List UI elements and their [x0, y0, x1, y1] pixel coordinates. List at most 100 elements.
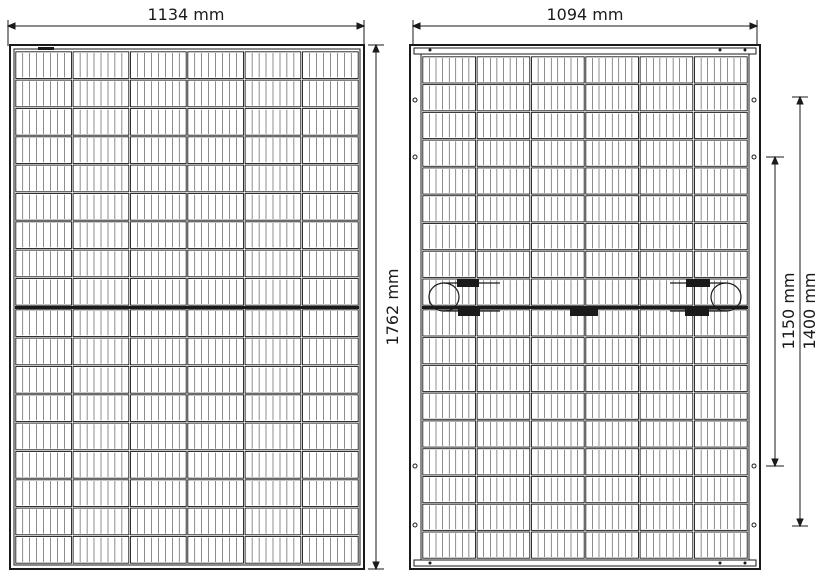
pv-cell — [639, 56, 694, 84]
pv-cell — [15, 136, 72, 164]
pv-cell — [422, 250, 476, 278]
pv-cell — [130, 309, 187, 337]
pv-cell — [476, 420, 531, 448]
pv-cell — [130, 278, 187, 306]
pv-cell — [531, 250, 585, 278]
front-height-label: 1762 mm — [383, 269, 402, 346]
pv-cell — [130, 136, 187, 164]
left-connector-bottom — [458, 308, 480, 316]
pv-cell — [15, 394, 72, 422]
pv-cell — [244, 337, 302, 366]
pv-cell — [476, 56, 531, 84]
pv-cell — [585, 392, 639, 420]
pv-cell — [694, 531, 748, 559]
pv-cell — [72, 278, 130, 306]
pv-cell — [585, 503, 639, 531]
pv-cell — [302, 479, 359, 507]
rear-outer-hole-dimension — [792, 95, 808, 528]
pv-cell — [72, 193, 130, 221]
pv-cell — [244, 278, 302, 306]
rear-width-dimension — [411, 20, 759, 46]
left-connector-top — [457, 279, 479, 287]
pv-cell — [694, 56, 748, 84]
pv-cell — [585, 139, 639, 167]
pv-cell — [72, 366, 130, 394]
pv-cell — [531, 309, 585, 337]
pv-cell — [72, 164, 130, 193]
pv-cell — [187, 366, 244, 394]
pv-cell — [531, 420, 585, 448]
pv-cell — [302, 309, 359, 337]
pv-cell — [694, 111, 748, 140]
pv-cell — [476, 531, 531, 559]
pv-cell — [422, 139, 476, 167]
pv-cell — [422, 476, 476, 504]
pv-cell — [476, 448, 531, 476]
center-divider — [15, 306, 359, 309]
pv-cell — [422, 337, 476, 365]
pv-cell — [531, 392, 585, 420]
pv-cell — [531, 448, 585, 476]
pv-cell — [531, 337, 585, 365]
pv-cell — [585, 337, 639, 365]
pv-cell — [476, 364, 531, 393]
pv-cell — [15, 451, 72, 479]
pv-cell — [302, 136, 359, 164]
pv-cell — [302, 394, 359, 422]
pv-cell — [694, 250, 748, 278]
pv-cell — [72, 536, 130, 564]
pv-cell — [694, 503, 748, 531]
pv-cell — [244, 136, 302, 164]
pv-cell — [422, 364, 476, 393]
pv-cell — [15, 249, 72, 278]
pv-cell — [422, 531, 476, 559]
right-connector-top — [686, 279, 710, 287]
pv-cell — [302, 366, 359, 394]
pv-cell — [72, 479, 130, 507]
pv-cell — [244, 309, 302, 337]
center-junction-box — [570, 306, 598, 316]
pv-cell — [302, 422, 359, 451]
pv-cell — [187, 221, 244, 249]
pv-cell — [639, 531, 694, 559]
pv-cell — [585, 195, 639, 223]
front-width-dimension — [6, 20, 366, 46]
pv-cell — [187, 451, 244, 479]
pv-cell — [15, 79, 72, 108]
rear-frame — [409, 44, 761, 570]
pv-cell — [639, 392, 694, 420]
pv-cell — [694, 476, 748, 504]
pv-cell — [187, 79, 244, 108]
pv-cell — [15, 108, 72, 136]
front-frame-inner — [13, 48, 361, 566]
pv-cell — [476, 476, 531, 504]
rear-outer-hole-label: 1400 mm — [800, 273, 818, 350]
pv-cell — [531, 56, 585, 84]
pv-cell — [694, 364, 748, 393]
rear-flange-holes — [428, 48, 747, 565]
pv-cell — [130, 249, 187, 278]
pv-cell — [244, 193, 302, 221]
pv-cell — [422, 420, 476, 448]
pv-cell — [302, 193, 359, 221]
pv-cell — [585, 167, 639, 195]
pv-cell — [302, 249, 359, 278]
pv-cell — [130, 164, 187, 193]
pv-cell — [244, 451, 302, 479]
pv-cell — [72, 79, 130, 108]
pv-cell — [694, 448, 748, 476]
pv-cell — [585, 420, 639, 448]
pv-cell — [187, 422, 244, 451]
pv-cell — [694, 223, 748, 251]
pv-cell — [476, 503, 531, 531]
pv-cell — [639, 84, 694, 112]
pv-cell — [585, 531, 639, 559]
pv-cell — [302, 507, 359, 536]
pv-cell — [130, 221, 187, 249]
pv-cell — [639, 476, 694, 504]
pv-cell — [694, 167, 748, 195]
pv-cell — [302, 108, 359, 136]
pv-cell — [585, 364, 639, 393]
rear-width-label: 1094 mm — [547, 5, 624, 24]
